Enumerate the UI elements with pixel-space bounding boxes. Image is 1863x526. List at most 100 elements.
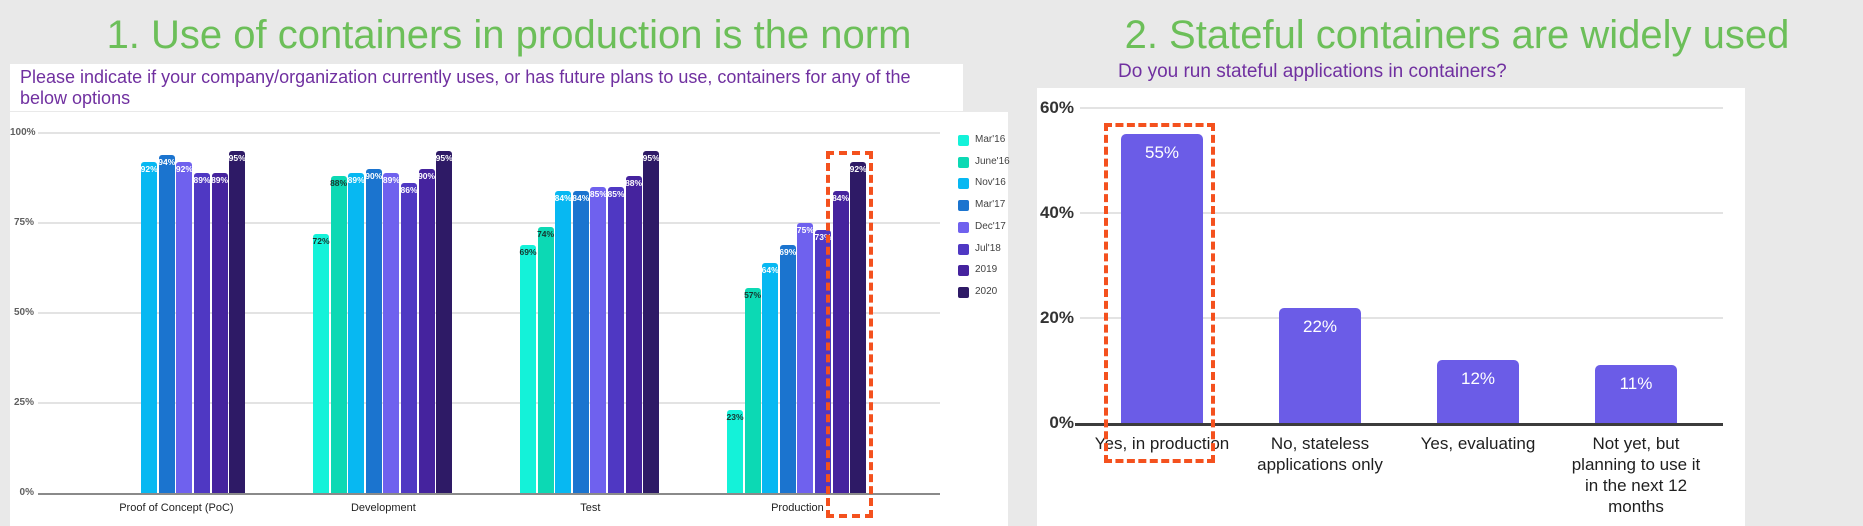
bar-value-label: 57% — [744, 289, 762, 300]
bar — [176, 161, 193, 493]
bar — [194, 172, 210, 493]
gridline — [38, 312, 940, 314]
bar-value-label: 73% — [814, 232, 832, 243]
bar-value-label: 90% — [365, 171, 383, 181]
bar — [555, 190, 572, 493]
bar-value-label: 89% — [347, 174, 365, 185]
gridline — [38, 222, 940, 224]
bar-value-label: 85% — [589, 189, 607, 199]
bar — [572, 190, 589, 493]
bar-value-label: 92% — [175, 163, 193, 174]
bar — [1279, 307, 1361, 423]
y-axis-tick-label: 25% — [13, 397, 34, 408]
right-chart-question: Do you run stateful applications in cont… — [1118, 61, 1507, 82]
legend-swatch — [958, 286, 969, 298]
bar — [744, 287, 761, 493]
bar-value-label: 75% — [796, 225, 814, 235]
highlight-box-yes-in-production — [1104, 123, 1215, 463]
legend-swatch — [958, 221, 969, 233]
x-axis-category-label: Not yet, but planning to use it in the n… — [1571, 434, 1701, 516]
y-axis-tick-label: 0% — [1049, 413, 1074, 432]
legend-swatch — [958, 200, 969, 212]
bar — [797, 223, 814, 493]
bar-value-label: 69% — [519, 246, 537, 257]
x-axis-line — [38, 493, 940, 495]
legend-label: 2019 — [975, 264, 998, 276]
bar — [313, 233, 329, 493]
bar — [348, 172, 365, 493]
x-axis-category-label: Proof of Concept (PoC) — [119, 502, 234, 514]
bar — [850, 161, 867, 493]
left-subtitle-panel: Please indicate if your company/organiza… — [10, 64, 963, 111]
y-axis-tick-label: 60% — [1039, 98, 1074, 117]
bar-value-label: 72% — [312, 235, 330, 246]
bar-value-label: 89% — [382, 174, 400, 185]
bar — [383, 172, 400, 493]
bar-value-label: 88% — [625, 178, 643, 189]
container-usage-grouped-bar-chart: 0% 25% 50% 75% 100% Proof of Concept (PoC) 92%… — [10, 112, 1010, 526]
legend-label: Jul'18 — [975, 242, 1001, 254]
left-chart-question: Please indicate if your company/organiza… — [20, 67, 911, 108]
bar — [1595, 365, 1677, 423]
legend-label: Dec'17 — [975, 220, 1006, 232]
bar — [537, 226, 554, 493]
bar-value-label: 92% — [849, 163, 867, 174]
bar-value-label: 64% — [761, 264, 779, 275]
bar — [418, 169, 435, 493]
legend-swatch — [958, 178, 969, 190]
bar-value-label: 88% — [330, 178, 348, 189]
bar-value-label: 85% — [607, 189, 625, 199]
bar-value-label: 84% — [554, 192, 572, 203]
x-axis-category-label: Yes, in production — [1094, 434, 1230, 453]
bar-value-label: 90% — [418, 171, 436, 181]
bar-value-label: 89% — [211, 174, 229, 185]
bar-value-label: 84% — [832, 192, 850, 203]
y-axis-tick-label: 20% — [1039, 308, 1074, 327]
bar-value-label: 95% — [642, 153, 660, 163]
bar-value-label: 23% — [726, 412, 744, 423]
bar — [401, 183, 417, 493]
bar-value-label: 84% — [572, 192, 590, 203]
bar — [832, 190, 849, 493]
bar — [365, 169, 382, 493]
bar-value-label: 74% — [537, 228, 555, 239]
gridline — [38, 132, 940, 134]
x-axis-category-label: Test — [580, 502, 601, 514]
bar — [211, 172, 228, 493]
x-axis-category-label: Development — [350, 502, 416, 514]
right-section-title: 2. Stateful containers are widely used — [1124, 13, 1790, 57]
legend-swatch — [958, 156, 969, 168]
left-section-title: 1. Use of containers in production is th… — [106, 13, 912, 57]
y-axis-tick-label: 75% — [13, 217, 34, 228]
bar-value-label: 95% — [228, 153, 246, 163]
legend-swatch — [958, 265, 969, 277]
bar — [590, 187, 607, 493]
bar — [141, 161, 158, 493]
bar-value-label: 22% — [1302, 316, 1338, 336]
bar — [625, 176, 642, 493]
bar — [727, 410, 743, 493]
bar — [436, 151, 453, 493]
legend-label: Mar'16 — [975, 134, 1006, 145]
bar — [779, 244, 796, 493]
bar — [229, 151, 246, 493]
bar — [643, 151, 660, 493]
gridline — [38, 402, 940, 404]
bar — [1437, 360, 1519, 423]
x-axis-category-label: Yes, evaluating — [1420, 434, 1536, 453]
bar-value-label: 11% — [1619, 374, 1653, 394]
legend-label: June'16 — [975, 155, 1010, 167]
legend-label: 2020 — [975, 285, 998, 297]
legend-label: Nov'16 — [975, 177, 1006, 189]
y-axis-tick-label: 40% — [1039, 203, 1074, 222]
bar — [762, 262, 779, 493]
x-axis-category-label: Production — [771, 502, 824, 514]
x-axis-line — [1075, 423, 1723, 426]
bar-value-label: 86% — [400, 185, 418, 196]
x-axis-category-label: No, stateless applications only — [1257, 434, 1383, 474]
bar-value-label: 89% — [193, 174, 211, 185]
bar — [1121, 134, 1203, 423]
stateful-containers-bar-chart: 0% 20% 40% 60% 55% Yes, in production 22% No, s… — [1037, 88, 1745, 526]
highlight-box-production-2019-2020 — [826, 151, 873, 518]
